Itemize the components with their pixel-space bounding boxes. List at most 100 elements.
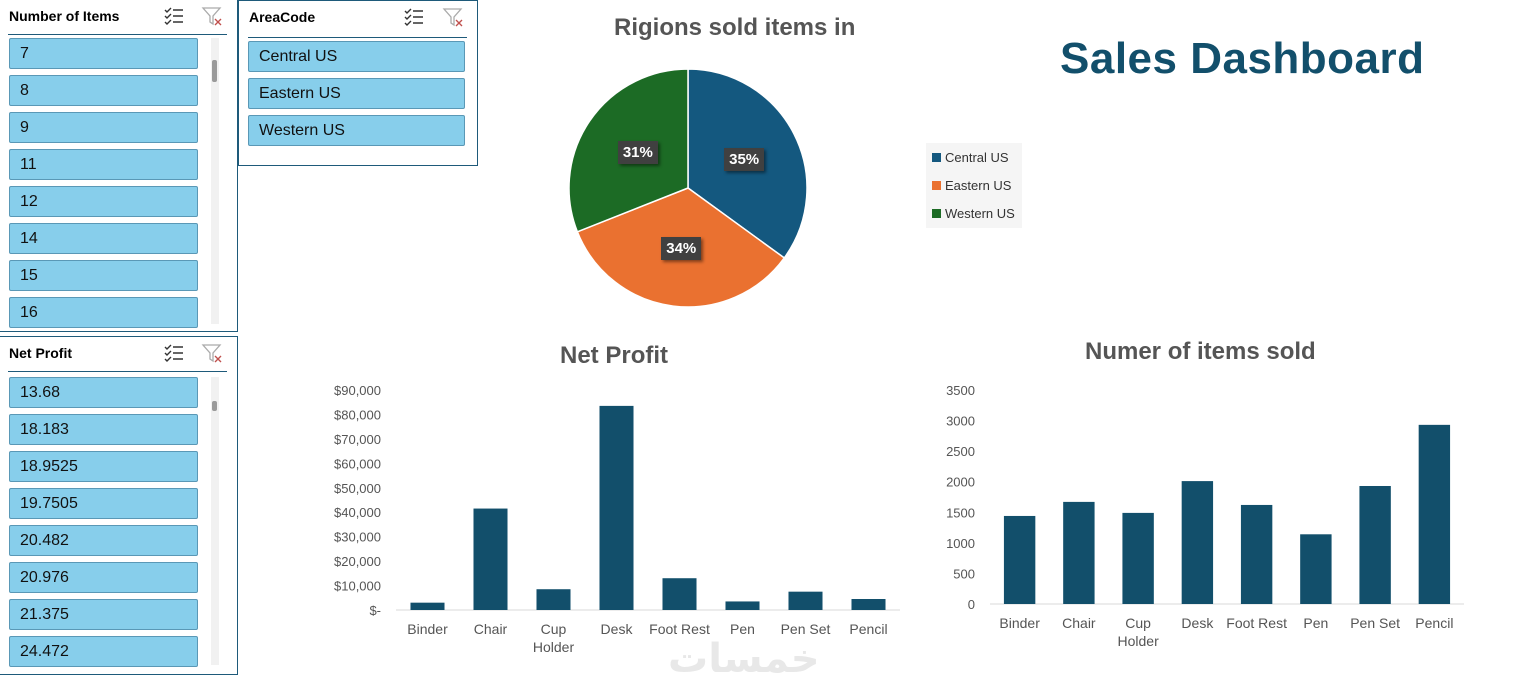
y-tick-label: 1500 (946, 505, 975, 520)
slicer-item[interactable]: Eastern US (248, 78, 465, 109)
scrollbar[interactable] (211, 38, 219, 324)
bar (851, 599, 886, 610)
x-tick-label: Pen (1303, 615, 1328, 631)
slicer-item[interactable]: 20.482 (9, 525, 198, 556)
legend-swatch (932, 153, 941, 162)
y-tick-label: 0 (968, 597, 975, 612)
x-tick-label: Pencil (1415, 615, 1453, 631)
items-sold-chart-title: Numer of items sold (1085, 338, 1316, 365)
y-tick-label: 3500 (946, 383, 975, 398)
bar (473, 508, 508, 610)
x-tick-label: Binder (999, 615, 1040, 631)
slicer-divider (8, 371, 227, 372)
legend-item-eastern: Eastern US (932, 178, 1011, 193)
net-profit-chart: $- $10,000 $20,000 $30,000 $40,000 $50,000 $60… (334, 383, 900, 655)
slicer-header: Net Profit (0, 337, 237, 371)
bar (662, 578, 697, 610)
y-tick-label: $70,000 (334, 432, 381, 447)
slicer-area-code: AreaCode Central US Eastern US Western US (238, 0, 478, 166)
x-tick-label: Binder (407, 621, 448, 637)
scrollbar-thumb[interactable] (212, 60, 217, 82)
pie-data-label: 31% (617, 141, 658, 165)
bar (1063, 501, 1095, 604)
bar (1240, 504, 1273, 604)
pie-chart-title: Rigions sold items in (614, 14, 856, 41)
multi-select-icon[interactable] (403, 6, 425, 28)
x-tick-label: Foot Rest (1226, 615, 1287, 631)
y-tick-label: 3000 (946, 414, 975, 429)
slicer-item[interactable]: 16 (9, 297, 198, 328)
x-tick-label: Pen Set (1350, 615, 1400, 631)
slicer-item[interactable]: 19.7505 (9, 488, 198, 519)
legend-label: Eastern US (945, 178, 1012, 193)
y-tick-label: 1000 (946, 536, 975, 551)
y-tick-label: $20,000 (334, 554, 381, 569)
clear-filter-icon[interactable] (442, 6, 464, 28)
slicer-item[interactable]: 18.183 (9, 414, 198, 445)
y-tick-label: $50,000 (334, 481, 381, 496)
slicer-item[interactable]: 8 (9, 75, 198, 106)
legend-swatch (932, 209, 941, 218)
bar (1359, 485, 1391, 604)
y-tick-label: $80,000 (334, 407, 381, 422)
y-tick-label: $90,000 (334, 383, 381, 398)
slicer-item[interactable]: Central US (248, 41, 465, 72)
slicer-item[interactable]: 13.68 (9, 377, 198, 408)
clear-filter-icon[interactable] (201, 342, 223, 364)
clear-filter-icon[interactable] (201, 5, 223, 27)
x-tick-label: Pen Set (781, 621, 831, 637)
slicer-net-profit: Net Profit 13.68 18.183 18.9525 19.7505 20.4… (0, 336, 238, 675)
pie-data-label: 34% (661, 237, 702, 261)
slicer-item[interactable]: 15 (9, 260, 198, 291)
slicer-item[interactable]: 9 (9, 112, 198, 143)
legend-label: Western US (945, 206, 1015, 221)
dashboard-title: Sales Dashboard (1060, 34, 1425, 83)
slicer-title: Net Profit (9, 345, 72, 361)
x-tick-label: Cup Holder (1118, 615, 1160, 649)
y-tick-label: 2500 (946, 444, 975, 459)
items-sold-chart: 0 500 1000 1500 2000 2500 3000 3500 Binder Chair C… (946, 383, 1464, 649)
bar (788, 591, 823, 610)
legend-item-western: Western US (932, 206, 1015, 221)
bar (599, 405, 634, 610)
x-tick-label: Cup Holder (533, 621, 575, 655)
slicer-item[interactable]: 7 (9, 38, 198, 69)
pie-chart (568, 68, 808, 308)
slicer-item[interactable]: 24.472 (9, 636, 198, 667)
slicer-item[interactable]: 18.9525 (9, 451, 198, 482)
slicer-header: AreaCode (239, 1, 477, 35)
slicer-number-of-items: Number of Items 7 8 9 11 12 14 15 16 (0, 0, 238, 332)
bar (725, 601, 760, 610)
slicer-item[interactable]: 12 (9, 186, 198, 217)
y-tick-label: $60,000 (334, 456, 381, 471)
bar (1181, 481, 1214, 604)
y-tick-label: 2000 (946, 475, 975, 490)
slicer-item[interactable]: Western US (248, 115, 465, 146)
y-tick-label: $10,000 (334, 579, 381, 594)
y-tick-label: $30,000 (334, 530, 381, 545)
legend-label: Central US (945, 150, 1009, 165)
slicer-item[interactable]: 14 (9, 223, 198, 254)
legend-item-central: Central US (932, 150, 1009, 165)
multi-select-icon[interactable] (163, 342, 185, 364)
slicer-item[interactable]: 20.976 (9, 562, 198, 593)
y-tick-label: $- (369, 603, 381, 618)
net-profit-chart-title: Net Profit (560, 342, 668, 369)
scrollbar[interactable] (211, 377, 219, 665)
scrollbar-thumb[interactable] (212, 401, 217, 411)
x-tick-label: Chair (474, 621, 508, 637)
slicer-divider (8, 34, 227, 35)
slicer-item[interactable]: 21.375 (9, 599, 198, 630)
watermark-logo: خمسات (668, 637, 820, 681)
x-tick-label: Pen (730, 621, 755, 637)
x-tick-label: Pencil (849, 621, 887, 637)
x-tick-label: Desk (1181, 615, 1214, 631)
x-tick-label: Foot Rest (649, 621, 710, 637)
slicer-title: AreaCode (249, 9, 316, 25)
y-tick-label: $40,000 (334, 505, 381, 520)
slicer-item[interactable]: 11 (9, 149, 198, 180)
multi-select-icon[interactable] (163, 5, 185, 27)
bar (1300, 534, 1332, 604)
x-tick-label: Desk (601, 621, 634, 637)
bar (1418, 424, 1451, 604)
